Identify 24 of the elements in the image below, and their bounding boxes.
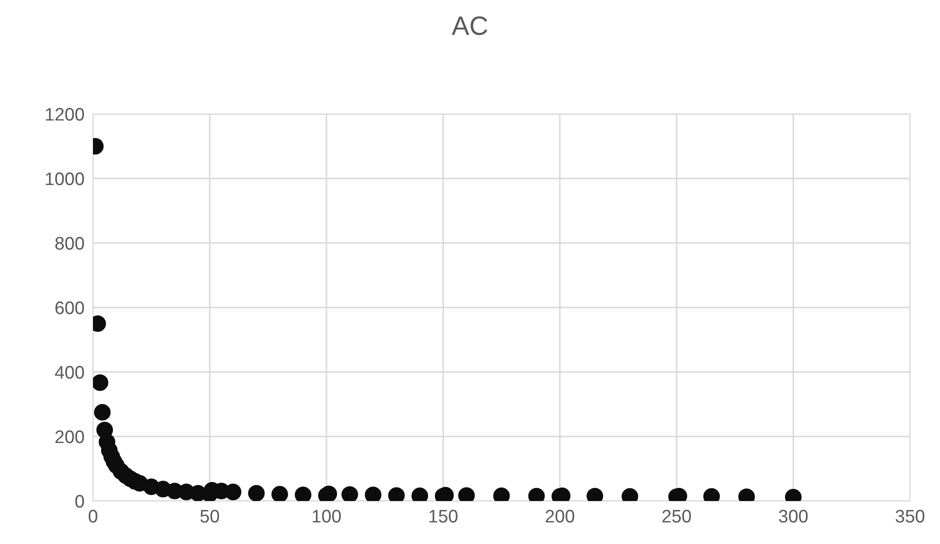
x-tick-label: 350 (896, 510, 924, 523)
x-tick-label: 150 (429, 510, 458, 523)
point (94, 404, 111, 421)
point (294, 486, 312, 501)
point (93, 374, 108, 391)
x-tick-label: 200 (546, 510, 574, 523)
point (271, 486, 288, 501)
y-tick-label: 600 (55, 301, 84, 314)
x-tick-label: 250 (662, 510, 691, 523)
y-tick-label: 1200 (46, 108, 84, 121)
x-tick-label: 50 (200, 510, 220, 523)
x-tick-label: 100 (312, 510, 341, 523)
point (248, 484, 265, 501)
point (364, 486, 382, 501)
point (341, 486, 358, 501)
y-tick-label: 200 (55, 430, 84, 444)
y-tick-label: 800 (55, 236, 84, 250)
x-tick-label: 0 (88, 510, 98, 523)
y-tick-label: 0 (75, 494, 84, 508)
x-tick-label: 300 (778, 510, 808, 523)
y-tick-label: 400 (54, 366, 84, 379)
point (224, 484, 242, 500)
chart-title: AC (452, 16, 488, 36)
y-tick-label: 1000 (46, 172, 84, 186)
